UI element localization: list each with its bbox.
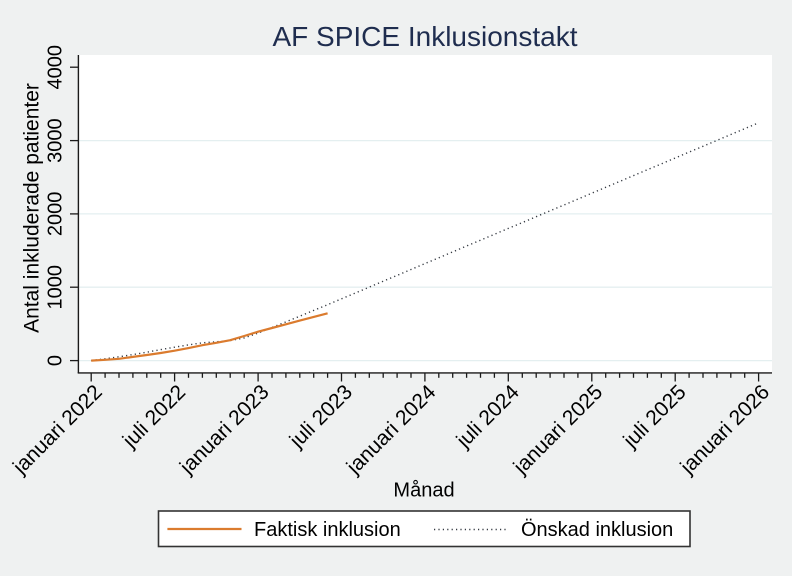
svg-text:0: 0: [45, 355, 67, 366]
svg-text:4000: 4000: [45, 45, 67, 90]
svg-text:3000: 3000: [45, 118, 67, 163]
svg-text:2000: 2000: [45, 192, 67, 237]
svg-text:Faktisk inklusion: Faktisk inklusion: [254, 519, 401, 541]
svg-text:AF SPICE Inklusionstakt: AF SPICE Inklusionstakt: [272, 21, 577, 52]
svg-text:1000: 1000: [45, 265, 67, 310]
svg-text:Önskad inklusion: Önskad inklusion: [521, 519, 673, 541]
svg-text:Antal inkluderade patienter: Antal inkluderade patienter: [21, 83, 44, 333]
svg-text:Månad: Månad: [393, 480, 454, 502]
